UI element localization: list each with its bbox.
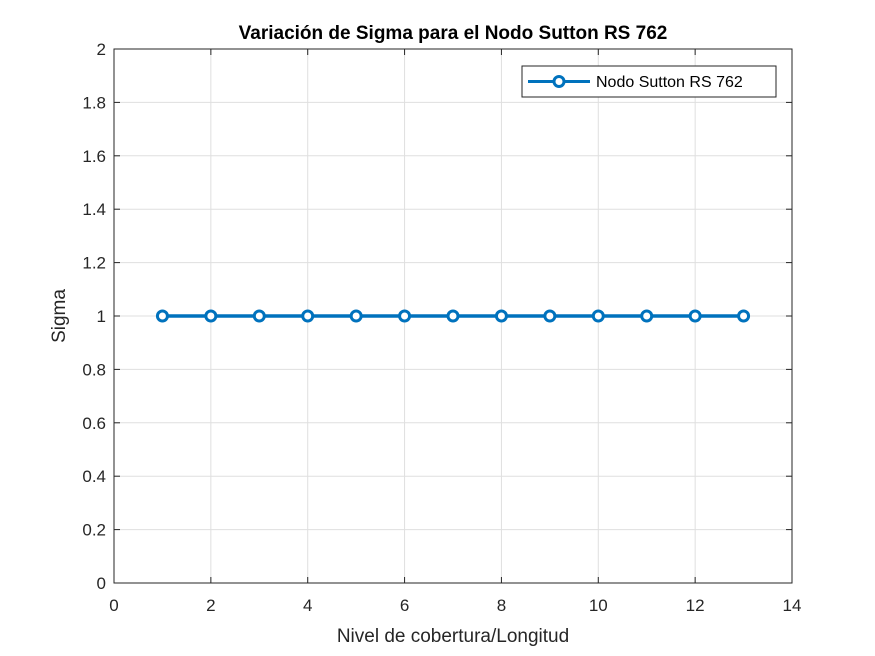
y-tick-label: 1.4 <box>82 200 106 219</box>
y-tick-label: 0.8 <box>82 360 106 379</box>
data-point <box>252 309 266 323</box>
data-point <box>398 309 412 323</box>
x-tick-label: 2 <box>206 596 215 615</box>
data-point <box>204 309 218 323</box>
data-point <box>640 309 654 323</box>
y-tick-label: 0.2 <box>82 521 106 540</box>
y-tick-label: 1.6 <box>82 147 106 166</box>
x-axis-label: Nivel de cobertura/Longitud <box>337 626 569 647</box>
y-tick-label: 0 <box>97 574 106 593</box>
data-point <box>688 309 702 323</box>
x-tick-label: 4 <box>303 596 312 615</box>
y-tick-label: 2 <box>97 40 106 59</box>
legend-marker-sample <box>552 75 566 88</box>
y-axis-label: Sigma <box>49 289 70 343</box>
legend: Nodo Sutton RS 762 <box>521 65 777 98</box>
ticks: 0 2 4 6 8 10 12 14 0 0.2 0.4 0.6 0.8 1 1.2 1.4 1.6 1.8 2 <box>82 40 801 615</box>
data-point <box>543 309 557 323</box>
legend-entry-label: Nodo Sutton RS 762 <box>596 74 743 91</box>
y-tick-label: 0.6 <box>82 414 106 433</box>
y-tick-label: 1.2 <box>82 254 106 273</box>
data-point <box>155 309 169 323</box>
x-tick-label: 8 <box>497 596 506 615</box>
x-tick-label: 10 <box>589 596 608 615</box>
x-tick-label: 0 <box>109 596 118 615</box>
y-tick-label: 1 <box>97 307 106 326</box>
data-point <box>301 309 315 323</box>
data-point <box>349 309 363 323</box>
data-point <box>737 309 751 323</box>
x-tick-label: 14 <box>783 596 802 615</box>
x-tick-label: 6 <box>400 596 409 615</box>
y-tick-label: 1.8 <box>82 93 106 112</box>
x-tick-label: 12 <box>686 596 705 615</box>
data-point <box>494 309 508 323</box>
data-point <box>446 309 460 323</box>
data-point <box>591 309 605 323</box>
chart-title: Variación de Sigma para el Nodo Sutton R… <box>239 23 668 44</box>
y-tick-label: 0.4 <box>82 467 106 486</box>
series <box>155 309 751 323</box>
